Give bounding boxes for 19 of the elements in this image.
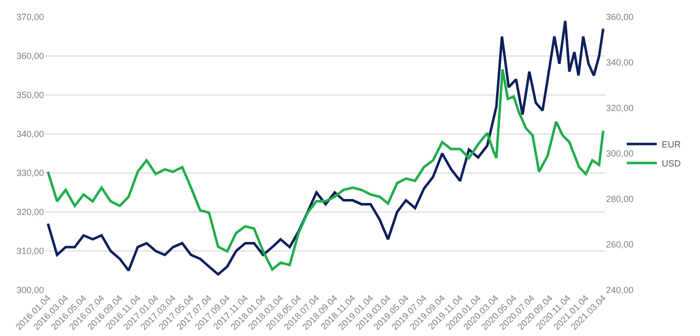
line-series — [46, 20, 604, 276]
line-series — [46, 68, 604, 271]
y-tick-label: 350,00 — [16, 90, 44, 100]
legend-label: USD — [662, 158, 682, 169]
y2-tick-label: 240,00 — [606, 285, 634, 296]
y-tick-label: 300,00 — [16, 285, 44, 296]
y-tick-label: 340,00 — [16, 129, 44, 140]
y2-tick-label: 320,00 — [606, 103, 634, 114]
y-tick-label: 320,00 — [16, 207, 44, 218]
y-tick-label: 370,00 — [16, 12, 44, 22]
legend-label: EUR — [662, 140, 682, 150]
y2-tick-label: 340,00 — [606, 58, 634, 68]
y2-tick-label: 260,00 — [606, 240, 634, 250]
y-tick-label: 360,00 — [16, 51, 44, 62]
y-tick-label: 330,00 — [16, 168, 44, 178]
y2-tick-label: 280,00 — [606, 194, 634, 204]
y2-tick-label: 300,00 — [606, 148, 634, 159]
y2-tick-label: 360,00 — [606, 12, 634, 22]
y-tick-label: 310,00 — [16, 246, 44, 256]
